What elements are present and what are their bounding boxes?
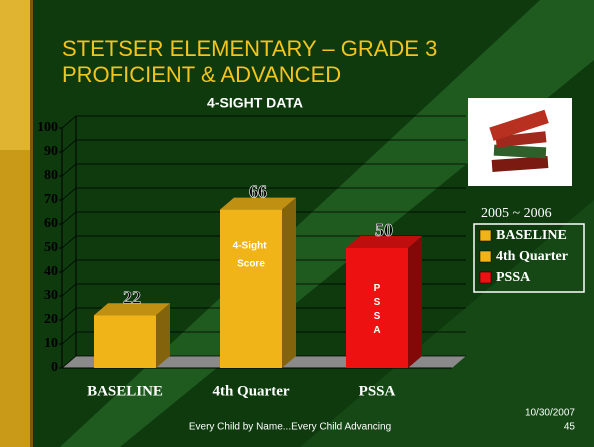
y-tick-label: 90 bbox=[44, 144, 58, 159]
footer: Every Child by Name...Every Child Advanc… bbox=[189, 422, 391, 433]
y-tick-label: 80 bbox=[44, 168, 58, 183]
y-tick-label: 100 bbox=[37, 120, 58, 135]
page-number: 45 bbox=[564, 422, 576, 433]
x-tick-label: BASELINE bbox=[87, 383, 163, 399]
annotation-letter: A bbox=[373, 325, 380, 336]
data-label: 22 bbox=[123, 287, 141, 307]
bar bbox=[220, 210, 282, 368]
chart-title: 4-SIGHT DATA bbox=[207, 95, 303, 111]
legend-swatch bbox=[480, 272, 491, 283]
legend-swatch bbox=[480, 230, 491, 241]
y-tick-label: 30 bbox=[44, 288, 58, 303]
data-label: 50 bbox=[375, 220, 393, 240]
legend-title: 2005 ~ 2006 bbox=[481, 206, 552, 221]
y-tick-label: 70 bbox=[44, 192, 58, 207]
annotation-letter: P bbox=[374, 283, 381, 294]
slide-title: STETSER ELEMENTARY – GRADE 3 bbox=[62, 36, 437, 61]
data-label: 66 bbox=[249, 182, 267, 202]
x-tick-label: 4th Quarter bbox=[212, 383, 289, 399]
left-stripe-top bbox=[0, 0, 30, 150]
stripe-edge bbox=[30, 0, 33, 447]
y-tick-label: 50 bbox=[44, 240, 58, 255]
y-tick-label: 60 bbox=[44, 216, 58, 231]
bar bbox=[346, 248, 408, 368]
legend-label: BASELINE bbox=[496, 228, 567, 243]
y-tick-label: 40 bbox=[44, 264, 58, 279]
slide-title: PROFICIENT & ADVANCED bbox=[62, 62, 341, 87]
bar-side bbox=[282, 198, 296, 368]
bar-side bbox=[408, 236, 422, 368]
date: 10/30/2007 bbox=[525, 408, 575, 419]
bar bbox=[94, 315, 156, 368]
slide: STETSER ELEMENTARY – GRADE 3 PROFICIENT … bbox=[0, 0, 594, 447]
y-tick-label: 0 bbox=[51, 360, 58, 375]
books-image bbox=[468, 98, 572, 186]
x-tick-label: PSSA bbox=[359, 383, 396, 399]
annotation-letter: S bbox=[374, 311, 381, 322]
legend-swatch bbox=[480, 251, 491, 262]
y-tick-label: 10 bbox=[44, 336, 58, 351]
legend-label: 4th Quarter bbox=[496, 249, 568, 264]
legend-label: PSSA bbox=[496, 270, 531, 285]
annotation-line: Score bbox=[237, 258, 265, 269]
y-tick-label: 20 bbox=[44, 312, 58, 327]
annotation-line: 4-Sight bbox=[233, 240, 270, 251]
annotation-letter: S bbox=[374, 297, 381, 308]
page: STETSER ELEMENTARY – GRADE 3 PROFICIENT … bbox=[0, 0, 594, 447]
